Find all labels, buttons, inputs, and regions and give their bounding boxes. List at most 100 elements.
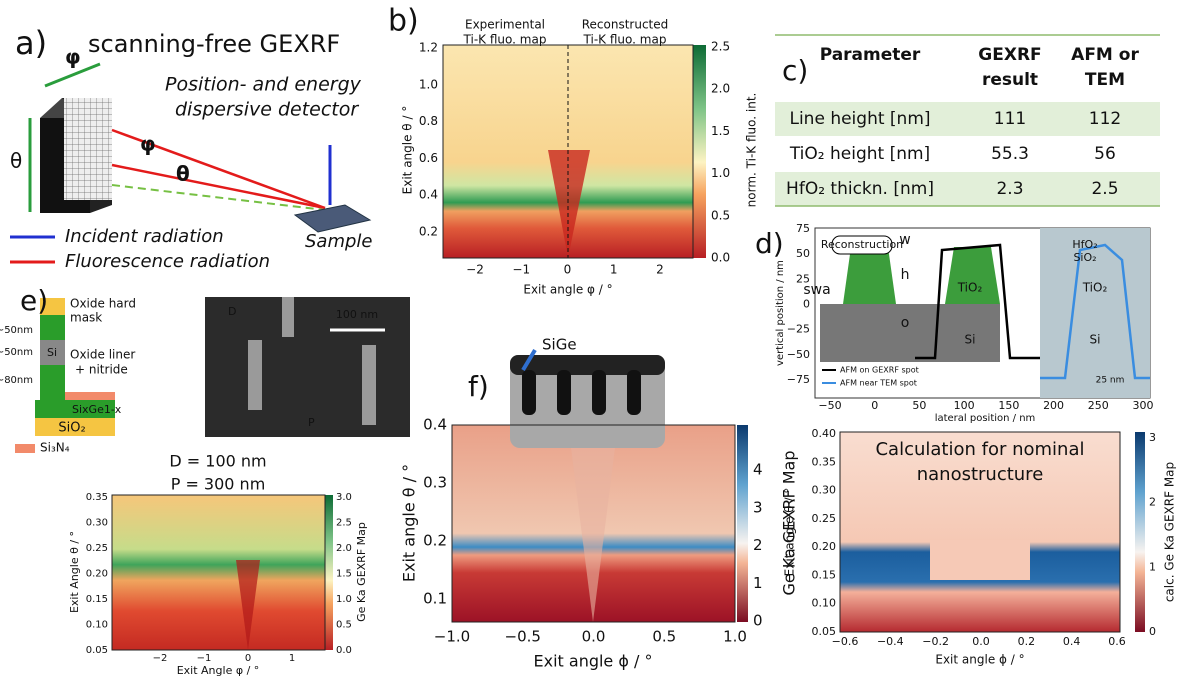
panel-label: d) — [755, 227, 784, 260]
colorbar-tick-label: 1.5 — [711, 124, 730, 138]
label: D — [228, 305, 236, 318]
y-tick-label: 0.2 — [423, 532, 447, 550]
colorbar-tick-label: 0.0 — [336, 645, 352, 656]
table-cell: 111 — [994, 109, 1026, 129]
heatmap-g — [840, 432, 1120, 632]
ray — [111, 163, 326, 210]
y-tick-label: 0.6 — [419, 151, 438, 165]
y-tick-label: 0.40 — [812, 427, 837, 440]
label: Si — [1090, 333, 1101, 347]
label: φ — [65, 45, 81, 69]
y-tick-label: 0.25 — [812, 512, 837, 525]
plot-frame — [839, 431, 1121, 633]
layer-mask — [40, 298, 65, 315]
y-tick-label: 0.30 — [86, 518, 108, 529]
x-tick-label: −1 — [512, 263, 530, 277]
plot-frame — [442, 44, 694, 259]
colorbar-tick-label: 1 — [1149, 560, 1156, 573]
label: Oxide liner — [70, 348, 135, 362]
table-cell: 55.3 — [991, 144, 1029, 164]
colorbar-tick-label: 0.5 — [711, 208, 730, 222]
x-tick-label: 0 — [564, 263, 572, 277]
y-tick-label: 0.15 — [812, 568, 837, 581]
label: ~50nm — [0, 347, 33, 358]
label: Oxide hard — [70, 297, 136, 311]
y-tick-label: −25 — [787, 323, 810, 336]
label: TiO₂ — [1082, 281, 1108, 295]
x-tick-label: 1 — [610, 263, 618, 277]
y-tick-label: 0.4 — [419, 188, 438, 202]
layer-nitride — [65, 392, 115, 400]
y-tick-label: 0.2 — [419, 225, 438, 239]
colorbar-label: Ge Ka GEXRF Map — [355, 522, 368, 622]
x-tick-label: 0.2 — [1018, 635, 1036, 648]
heatmap-feature — [570, 440, 616, 622]
y-tick-label: 0.10 — [812, 597, 837, 610]
label: + nitride — [75, 363, 128, 377]
table-cell: Line height [nm] — [789, 109, 930, 129]
y-tick-label: 0.05 — [86, 645, 108, 656]
x-tick-label: 50 — [912, 399, 926, 412]
table-cell: 112 — [1089, 109, 1121, 129]
x-axis-label: Exit angle φ / ° — [523, 283, 612, 297]
x-tick-label: −1.0 — [434, 628, 470, 646]
label: SixGe1-x — [72, 403, 122, 416]
colorbar-tick-label: 2 — [753, 536, 763, 554]
y-tick-label: 0 — [803, 298, 810, 311]
label: Sample — [305, 231, 373, 252]
legend-entry: AFM on GEXRF spot — [840, 366, 919, 375]
y-tick-label: 0.4 — [423, 416, 447, 434]
heatmap-feature — [236, 560, 260, 650]
panel-title: scanning-free GEXRF — [88, 30, 340, 58]
label: Si — [47, 346, 57, 359]
colorbar-tick-label: 0 — [1149, 625, 1156, 638]
panel-label: c) — [782, 54, 808, 87]
x-axis-label: Exit angle ϕ / ° — [935, 653, 1024, 667]
x-tick-label: −1 — [197, 653, 212, 664]
table-cell: TiO₂ height [nm] — [789, 144, 930, 164]
y-tick-label: 0.05 — [812, 625, 837, 638]
table-cell: HfO₂ thickn. [nm] — [786, 179, 934, 199]
colorbar-tick-label: 2 — [1149, 496, 1156, 509]
colorbar — [325, 495, 333, 650]
y-tick-label: −50 — [787, 348, 810, 361]
layer — [40, 315, 65, 340]
label: P = 300 nm — [171, 475, 266, 494]
label: swa — [803, 282, 830, 298]
tem-image — [1040, 228, 1150, 398]
label: w — [899, 232, 910, 248]
x-tick-label: 0.6 — [1108, 635, 1126, 648]
label: mask — [70, 311, 102, 325]
y-tick-label: 25 — [796, 272, 810, 285]
sample-plane — [111, 184, 326, 211]
colorbar-tick-label: 1.0 — [336, 594, 352, 605]
label: Si — [965, 333, 976, 347]
legend-swatch — [15, 444, 35, 453]
pillar — [282, 297, 294, 337]
x-tick-label: 300 — [1133, 399, 1154, 412]
colorbar-tick-label: 1.5 — [336, 569, 352, 580]
label: 25 nm — [1096, 376, 1125, 386]
y-tick-label: 75 — [796, 222, 810, 235]
x-tick-label: −50 — [818, 399, 841, 412]
legend-entry: AFM near TEM spot — [840, 379, 917, 388]
table-header: GEXRF — [978, 45, 1041, 65]
caption: Calculation for nominal — [875, 439, 1084, 460]
detector — [40, 98, 112, 213]
y-tick-label: 0.10 — [86, 620, 108, 631]
colorbar-tick-label: 0.5 — [336, 620, 352, 631]
x-tick-label: 150 — [998, 399, 1019, 412]
x-tick-label: 0.4 — [1063, 635, 1081, 648]
colorbar — [693, 45, 706, 258]
label: θ — [176, 162, 190, 186]
label: Position- and energy — [165, 74, 362, 96]
panel-label: b) — [388, 4, 419, 39]
layer — [40, 340, 65, 365]
layer — [40, 365, 65, 400]
x-tick-label: −0.5 — [505, 628, 541, 646]
row-bg — [775, 172, 1160, 206]
colorbar-label: calc. Ge Ka GEXRF Map — [1163, 462, 1177, 602]
x-axis-label: lateral position / nm — [935, 413, 1036, 424]
label: Reconstruction — [821, 238, 903, 251]
colorbar-tick-label: 1 — [753, 574, 763, 592]
